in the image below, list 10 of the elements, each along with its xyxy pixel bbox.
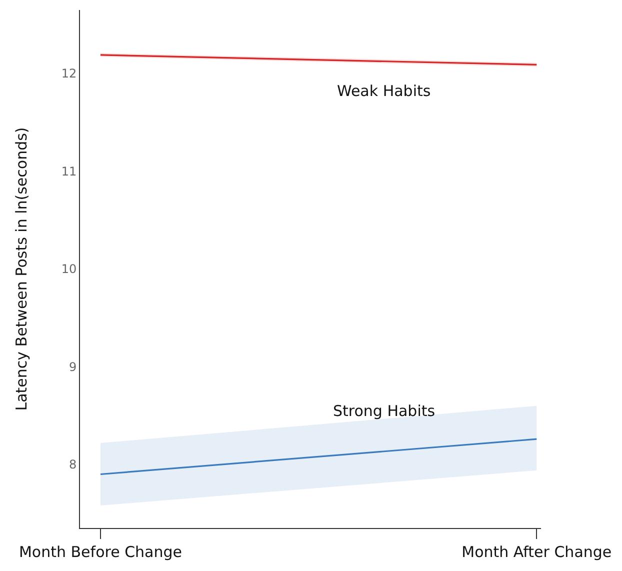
y-axis-title: Latency Between Posts in ln(seconds) [12,127,31,411]
x-tick-label: Month Before Change [18,543,182,561]
y-tick-label: 10 [61,262,77,276]
y-tick-label: 9 [68,360,77,374]
series-label: Weak Habits [337,82,431,100]
y-tick-label: 11 [61,164,77,178]
x-tick-label: Month After Change [462,543,612,561]
series-label: Strong Habits [333,402,436,420]
y-tick-label: 8 [68,458,77,472]
y-tick-label: 12 [61,66,77,81]
